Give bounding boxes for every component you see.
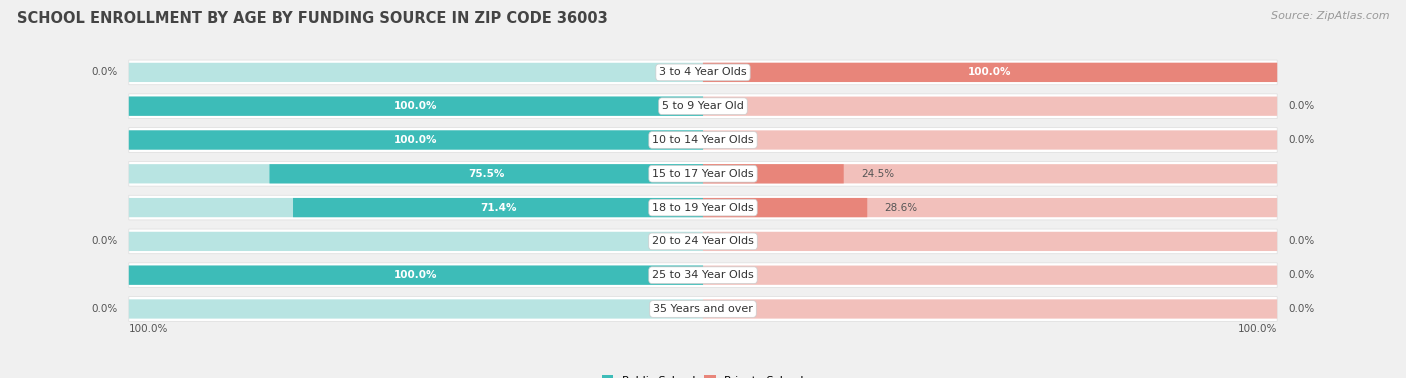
Text: 75.5%: 75.5% bbox=[468, 169, 505, 179]
FancyBboxPatch shape bbox=[129, 161, 1277, 186]
FancyBboxPatch shape bbox=[703, 96, 1277, 116]
Text: 35 Years and over: 35 Years and over bbox=[652, 304, 754, 314]
Text: 24.5%: 24.5% bbox=[860, 169, 894, 179]
FancyBboxPatch shape bbox=[129, 266, 703, 285]
FancyBboxPatch shape bbox=[270, 164, 703, 183]
FancyBboxPatch shape bbox=[129, 130, 703, 150]
FancyBboxPatch shape bbox=[129, 299, 703, 319]
FancyBboxPatch shape bbox=[129, 130, 703, 150]
FancyBboxPatch shape bbox=[703, 266, 1277, 285]
Text: 100.0%: 100.0% bbox=[129, 324, 169, 333]
FancyBboxPatch shape bbox=[129, 63, 703, 82]
Text: 100.0%: 100.0% bbox=[394, 270, 437, 280]
Text: 25 to 34 Year Olds: 25 to 34 Year Olds bbox=[652, 270, 754, 280]
FancyBboxPatch shape bbox=[703, 198, 1277, 217]
Text: 28.6%: 28.6% bbox=[884, 203, 918, 212]
FancyBboxPatch shape bbox=[129, 94, 1277, 119]
Text: 100.0%: 100.0% bbox=[394, 101, 437, 111]
FancyBboxPatch shape bbox=[129, 164, 703, 183]
FancyBboxPatch shape bbox=[703, 130, 1277, 150]
Text: 10 to 14 Year Olds: 10 to 14 Year Olds bbox=[652, 135, 754, 145]
FancyBboxPatch shape bbox=[703, 198, 868, 217]
Text: 18 to 19 Year Olds: 18 to 19 Year Olds bbox=[652, 203, 754, 212]
FancyBboxPatch shape bbox=[129, 195, 1277, 220]
Text: 0.0%: 0.0% bbox=[1289, 304, 1315, 314]
FancyBboxPatch shape bbox=[129, 297, 1277, 321]
FancyBboxPatch shape bbox=[129, 60, 1277, 85]
Text: 100.0%: 100.0% bbox=[394, 135, 437, 145]
Text: SCHOOL ENROLLMENT BY AGE BY FUNDING SOURCE IN ZIP CODE 36003: SCHOOL ENROLLMENT BY AGE BY FUNDING SOUR… bbox=[17, 11, 607, 26]
FancyBboxPatch shape bbox=[129, 96, 703, 116]
FancyBboxPatch shape bbox=[292, 198, 703, 217]
FancyBboxPatch shape bbox=[703, 164, 1277, 183]
FancyBboxPatch shape bbox=[703, 63, 1277, 82]
FancyBboxPatch shape bbox=[129, 128, 1277, 152]
Text: 0.0%: 0.0% bbox=[91, 67, 117, 77]
FancyBboxPatch shape bbox=[129, 96, 703, 116]
FancyBboxPatch shape bbox=[703, 232, 1277, 251]
Text: 0.0%: 0.0% bbox=[91, 236, 117, 246]
Text: 100.0%: 100.0% bbox=[969, 67, 1012, 77]
Text: 20 to 24 Year Olds: 20 to 24 Year Olds bbox=[652, 236, 754, 246]
FancyBboxPatch shape bbox=[129, 229, 1277, 254]
Text: 0.0%: 0.0% bbox=[91, 304, 117, 314]
Text: 100.0%: 100.0% bbox=[1237, 324, 1277, 333]
FancyBboxPatch shape bbox=[129, 232, 703, 251]
Text: 0.0%: 0.0% bbox=[1289, 101, 1315, 111]
Text: 0.0%: 0.0% bbox=[1289, 270, 1315, 280]
FancyBboxPatch shape bbox=[129, 266, 703, 285]
Legend: Public School, Private School: Public School, Private School bbox=[598, 371, 808, 378]
FancyBboxPatch shape bbox=[703, 63, 1277, 82]
Text: 71.4%: 71.4% bbox=[479, 203, 516, 212]
FancyBboxPatch shape bbox=[703, 164, 844, 183]
FancyBboxPatch shape bbox=[129, 198, 703, 217]
Text: Source: ZipAtlas.com: Source: ZipAtlas.com bbox=[1271, 11, 1389, 21]
Text: 0.0%: 0.0% bbox=[1289, 135, 1315, 145]
Text: 5 to 9 Year Old: 5 to 9 Year Old bbox=[662, 101, 744, 111]
FancyBboxPatch shape bbox=[703, 299, 1277, 319]
Text: 3 to 4 Year Olds: 3 to 4 Year Olds bbox=[659, 67, 747, 77]
Text: 0.0%: 0.0% bbox=[1289, 236, 1315, 246]
Text: 15 to 17 Year Olds: 15 to 17 Year Olds bbox=[652, 169, 754, 179]
FancyBboxPatch shape bbox=[129, 263, 1277, 288]
